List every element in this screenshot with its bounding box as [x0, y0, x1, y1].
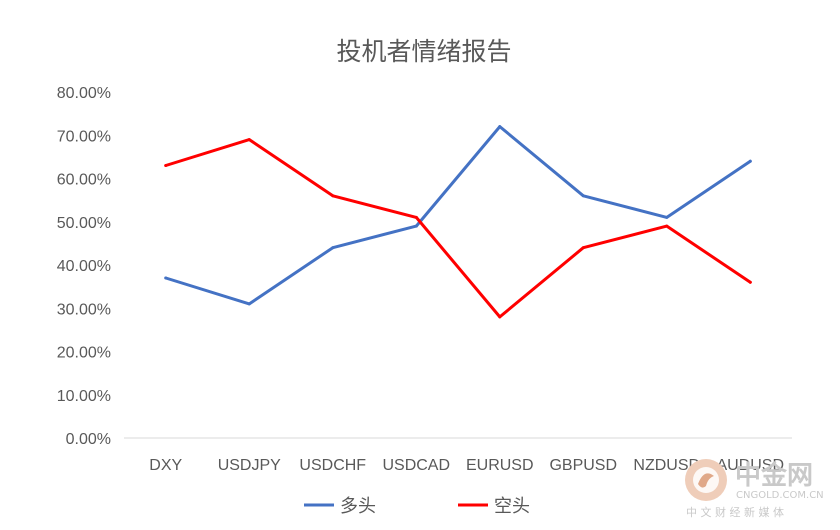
data-point [748, 159, 752, 163]
y-tick-label: 20.00% [57, 345, 111, 362]
watermark-slogan: 中 文 财 经 新 媒 体 [686, 505, 784, 519]
x-tick-label: USDCHF [299, 457, 366, 474]
cngold-logo-icon [685, 459, 727, 501]
watermark-url: CNGOLD.COM.CN [736, 490, 824, 501]
data-point [581, 246, 585, 250]
data-point [665, 224, 669, 228]
data-point [581, 194, 585, 198]
x-tick-label: GBPUSD [549, 457, 617, 474]
watermark: 中金网 CNGOLD.COM.CN 中 文 财 经 新 媒 体 [685, 459, 824, 519]
data-point [164, 164, 168, 168]
x-axis: DXY USDJPY USDCHF USDCAD EURUSD GBPUSD NZDUSD A… [149, 457, 784, 474]
y-tick-label: 30.00% [57, 301, 111, 318]
y-tick-label: 10.00% [57, 388, 111, 405]
series-line-0 [164, 125, 752, 306]
data-point [414, 224, 418, 228]
data-point [247, 302, 251, 306]
legend-label: 多头 [340, 496, 376, 517]
series-group [164, 125, 752, 319]
y-tick-label: 0.00% [66, 431, 111, 448]
chart-title: 投机者情绪报告 [336, 37, 511, 66]
y-axis: 0.00% 10.00% 20.00% 30.00% 40.00% 50.00% 60.00… [57, 85, 111, 448]
legend-label: 空头 [494, 496, 530, 517]
series-line-1 [164, 138, 752, 319]
y-tick-label: 50.00% [57, 215, 111, 232]
x-tick-label: USDJPY [218, 457, 281, 474]
y-tick-label: 60.00% [57, 172, 111, 189]
data-point [665, 215, 669, 219]
watermark-brand: 中金网 [735, 460, 813, 491]
data-point [748, 280, 752, 284]
data-point [498, 125, 502, 129]
x-tick-label: USDCAD [382, 457, 450, 474]
x-tick-label: NZDUSD [633, 457, 700, 474]
data-point [164, 276, 168, 280]
y-tick-label: 80.00% [57, 85, 111, 102]
data-point [331, 194, 335, 198]
y-tick-label: 40.00% [57, 258, 111, 275]
data-point [498, 315, 502, 319]
x-tick-label: EURUSD [466, 457, 534, 474]
x-tick-label: DXY [149, 457, 182, 474]
x-tick-label: AUDUSD [716, 457, 784, 474]
legend: 多头 空头 [304, 496, 530, 517]
data-point [247, 138, 251, 142]
data-point [331, 246, 335, 250]
y-tick-label: 70.00% [57, 128, 111, 145]
data-point [414, 215, 418, 219]
